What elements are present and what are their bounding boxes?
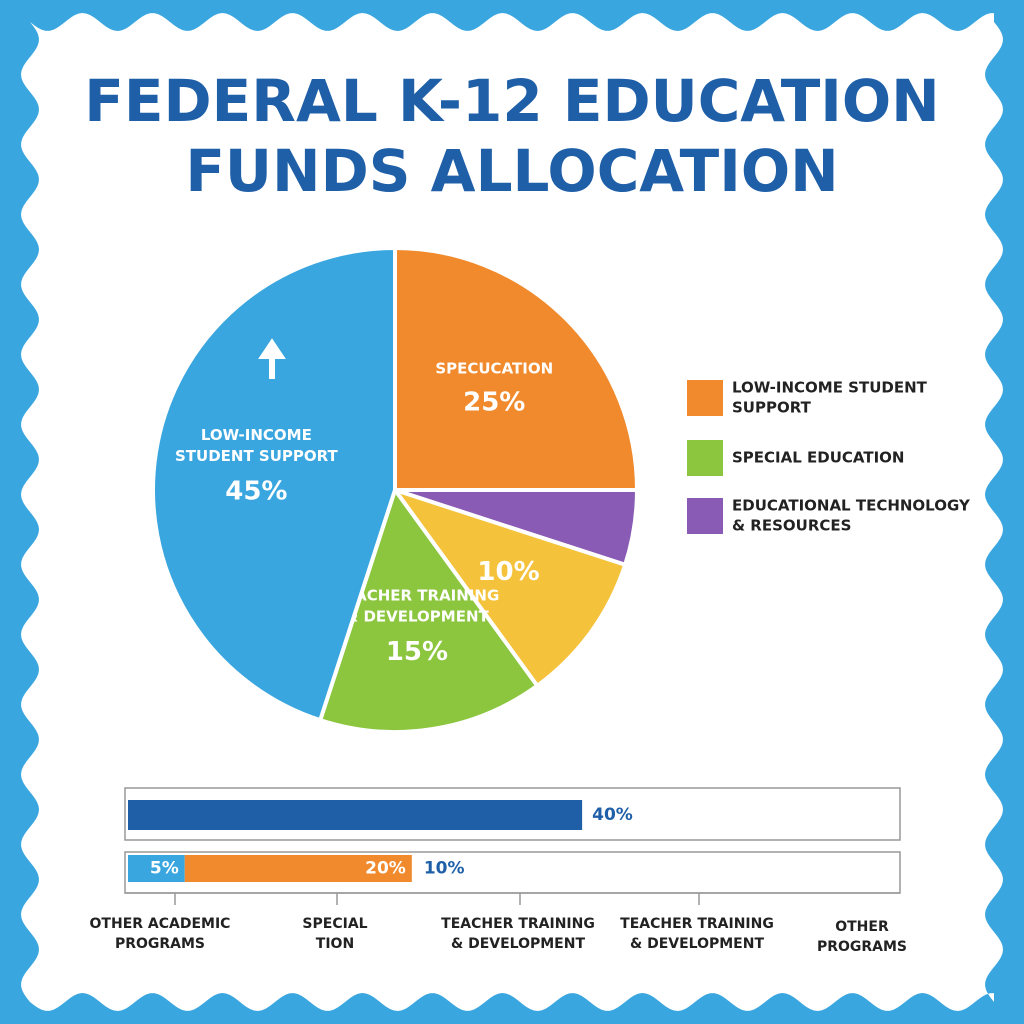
legend-swatch xyxy=(687,498,723,534)
bar-annotation: 10% xyxy=(424,859,465,879)
x-category-label: SPECIAL xyxy=(302,916,367,932)
chart-title: FUNDS ALLOCATION xyxy=(185,137,838,205)
x-category-label: TEACHER TRAINING xyxy=(441,916,595,932)
slice-value: 15% xyxy=(386,637,448,667)
pie-slice xyxy=(389,486,628,689)
legend-label: SUPPORT xyxy=(732,399,812,417)
legend-label: LOW-INCOME STUDENT xyxy=(732,379,928,397)
x-category-label: OTHER xyxy=(835,919,889,935)
row-frame xyxy=(124,787,901,841)
bar-segment xyxy=(128,800,583,830)
pie-slice xyxy=(317,485,541,734)
bar-value-label: 40% xyxy=(592,805,633,825)
slice-label: SPECUCATION xyxy=(435,359,553,377)
chart-title: FEDERAL K-12 EDUCATION xyxy=(84,67,939,135)
x-category-label: OTHER ACADEMIC xyxy=(90,916,231,932)
slice-label: LOW-INCOME xyxy=(201,426,312,444)
arrow-icon xyxy=(258,338,286,379)
legend-swatch xyxy=(687,440,723,476)
slice-label: TEACHER TRAINING xyxy=(335,587,500,605)
x-category-label: & DEVELOPMENT xyxy=(451,936,585,952)
bar-segment xyxy=(184,855,412,882)
x-category-label: & DEVELOPMENT xyxy=(630,936,764,952)
pie-slice xyxy=(393,245,640,492)
slice-label: STUDENT SUPPORT xyxy=(175,447,339,465)
legend-label: & RESOURCES xyxy=(732,517,851,535)
slice-value: 25% xyxy=(463,387,525,417)
x-category-label: TION xyxy=(316,936,354,952)
slice-value: 45% xyxy=(225,477,287,507)
legend-swatch xyxy=(687,380,723,416)
bar-value-label: 20% xyxy=(365,859,406,879)
slice-label: & DEVELOPMENT xyxy=(345,608,489,626)
bar-segment xyxy=(128,855,185,882)
x-category-label: TEACHER TRAINING xyxy=(620,916,774,932)
legend-label: SPECIAL EDUCATION xyxy=(732,449,904,467)
pie-slice xyxy=(151,245,397,723)
x-category-label: PROGRAMS xyxy=(817,939,907,955)
x-category-label: PROGRAMS xyxy=(115,936,205,952)
slice-value: 10% xyxy=(477,557,539,587)
legend-label: EDUCATIONAL TECHNOLOGY xyxy=(732,497,971,515)
bar-value-label: 5% xyxy=(150,859,179,879)
